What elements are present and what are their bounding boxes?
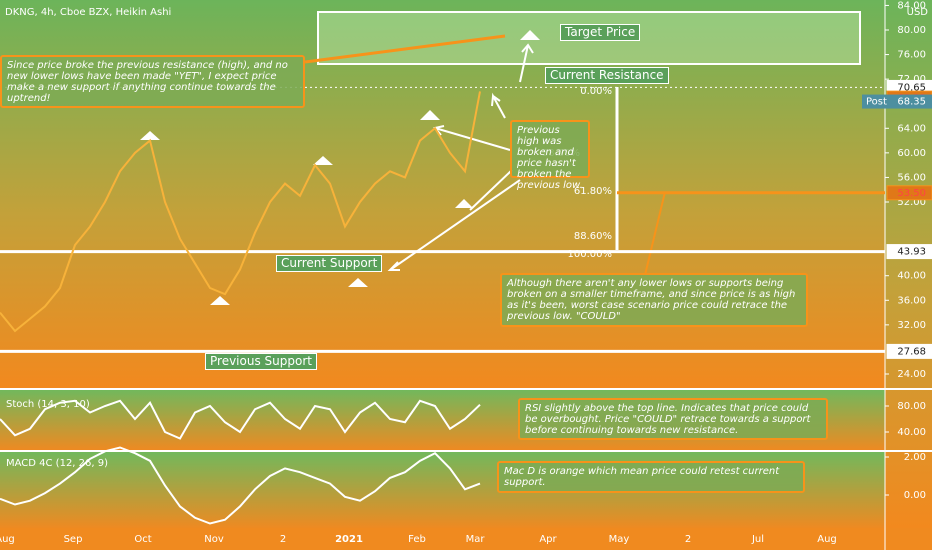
x-tick-label: Sep: [64, 534, 83, 545]
y-tick-label: 64.00: [897, 123, 926, 134]
x-tick-label: Aug: [817, 534, 837, 545]
y-tick-label: 84.00: [897, 0, 926, 11]
x-tick-label: Apr: [539, 534, 557, 545]
note: Although there aren't any lower lows or …: [500, 273, 808, 327]
title: DKNG, 4h, Cboe BZX, Heikin Ashi: [5, 7, 171, 18]
post-tag: [862, 94, 932, 109]
y-tick-label: 60.00: [897, 148, 926, 159]
x-tick-label: Oct: [134, 534, 151, 545]
fib-label: 88.60%: [574, 231, 612, 242]
y-tick-label: 32.00: [897, 320, 926, 331]
target-label: Target Price: [560, 24, 641, 41]
y-tick-label: 80.00: [897, 25, 926, 36]
y-tick-label: 36.00: [897, 295, 926, 306]
previous-support-label: Previous Support: [205, 353, 317, 370]
arrow: [387, 179, 521, 271]
macd-line: [0, 446, 481, 525]
price-tag: [886, 343, 932, 359]
post-value: 68.35: [897, 97, 926, 108]
x-tick-label: Feb: [408, 534, 426, 545]
y-tick-label: 40.00: [897, 271, 926, 282]
stoch-line: [0, 399, 481, 440]
support-label: Current Support: [276, 255, 383, 272]
fib-label: 100.00%: [568, 249, 613, 260]
y-tick-label: 76.00: [897, 50, 926, 61]
x-tick-label: Aug: [0, 534, 15, 545]
price-tag-label: 27.68: [897, 346, 926, 357]
arrow: [519, 43, 534, 83]
y-tick-label: 2.00: [904, 452, 926, 463]
price-line: [0, 91, 481, 333]
stoch-name: Stoch (14, 3, 10): [6, 399, 90, 410]
note: RSI slightly above the top line. Indicat…: [518, 398, 828, 440]
arrow: [491, 92, 506, 119]
y-tick-label: 52.00: [897, 197, 926, 208]
price-tag: [886, 244, 932, 260]
x-tick-label: Jul: [751, 534, 764, 545]
x-tick-label: 2: [280, 534, 286, 545]
y-tick-label: 40.00: [897, 427, 926, 438]
post-label: Post: [866, 97, 887, 108]
y-tick-label: 56.00: [897, 172, 926, 183]
note: Mac D is orange which mean price could r…: [497, 461, 805, 493]
currency: USD: [907, 7, 929, 18]
fib-label: 0.00%: [580, 86, 612, 97]
y-tick-label: 80.00: [897, 401, 926, 412]
macd-name: MACD 4C (12, 26, 9): [6, 458, 108, 469]
triangles: [140, 30, 540, 305]
price-tag-label: 70.65: [897, 82, 926, 93]
x-tick-label: May: [609, 534, 630, 545]
pointer: [644, 191, 666, 276]
y-tick-label: 24.00: [897, 369, 926, 380]
x-tick-label: 2021: [335, 534, 363, 545]
price-tag: [886, 185, 932, 201]
fib-label: 61.80%: [574, 186, 612, 197]
pointer: [304, 34, 506, 64]
price-tag-label: 53.50: [897, 188, 926, 199]
note: Since price broke the previous resistanc…: [0, 55, 305, 108]
note: Previous high was broken and price hasn'…: [510, 120, 590, 191]
x-tick-label: 2: [685, 534, 691, 545]
resistance-label: Current Resistance: [545, 67, 669, 84]
x-tick-label: Mar: [466, 534, 486, 545]
y-tick-label: 0.00: [904, 490, 926, 501]
arrow: [469, 169, 513, 211]
y-tick-label: 72.00: [897, 74, 926, 85]
x-tick-label: Nov: [204, 534, 224, 545]
time-axis: [0, 528, 932, 550]
price-tag-label: 43.93: [897, 247, 926, 258]
